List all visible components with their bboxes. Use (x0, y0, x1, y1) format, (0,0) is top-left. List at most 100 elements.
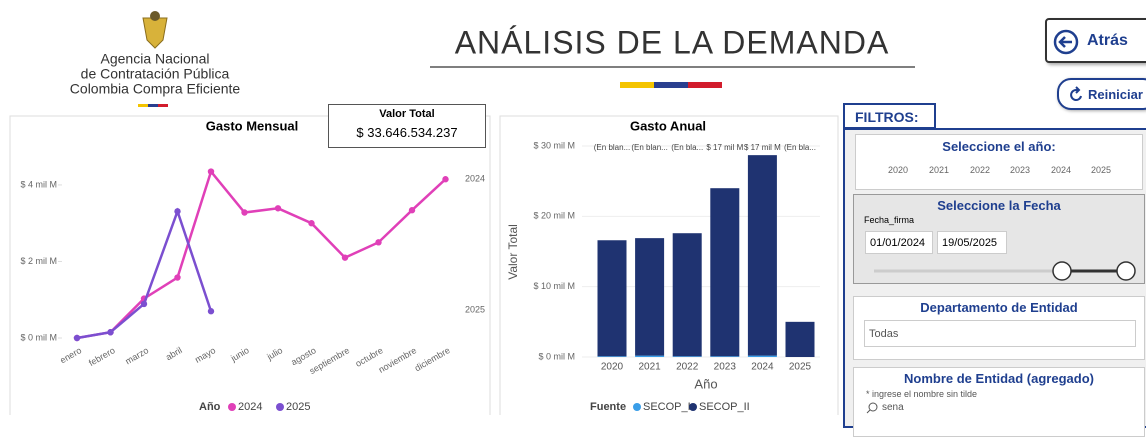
reset-button[interactable]: Reiniciar (1057, 78, 1146, 110)
x-tick-label: 2023 (714, 362, 737, 373)
search-icon (866, 402, 878, 414)
y-tick-label: $ 10 mil M (533, 281, 575, 291)
logo-line: Agencia Nacional (101, 51, 210, 67)
year-option[interactable]: 2022 (969, 165, 991, 175)
x-axis-label: Año (694, 376, 717, 391)
dropdown[interactable]: Todas (864, 320, 1136, 347)
logo-line: Colombia Compra Eficiente (70, 81, 241, 97)
point (140, 300, 148, 308)
bar-annotation: $ 17 mil M (706, 143, 743, 152)
point (442, 176, 449, 183)
bar (747, 355, 777, 357)
series-line (76, 168, 447, 340)
page: Agencia Nacional de Contratación Pública… (9, 11, 1146, 437)
y-tick-label: $ 30 mil M (533, 140, 575, 150)
y-tick-label: $ 20 mil M (533, 211, 575, 221)
bar-annotation: $ 17 mil M (744, 143, 781, 152)
entity-slicer: Nombre de Entidad (agregado) * ingrese e… (853, 367, 1145, 437)
flag-stripe (688, 82, 722, 88)
bar (597, 240, 627, 357)
legend-swatch (689, 403, 697, 411)
point (308, 220, 315, 227)
kpi-value: $ 33.646.534.237 (356, 125, 458, 140)
point (408, 207, 416, 214)
panel (9, 115, 491, 415)
y-tick-label: $ 0 mil M (538, 351, 575, 361)
field-label: Fecha_firma (864, 215, 915, 225)
point (341, 254, 349, 261)
search-text[interactable]: sena (882, 402, 904, 413)
bar-annotation: (En bla... (671, 143, 703, 152)
point (274, 205, 282, 212)
x-tick-label: 2021 (638, 362, 661, 373)
date-end[interactable]: 19/05/2025 (937, 231, 1007, 254)
date-slicer: Seleccione la Fecha Fecha_firma 01/01/20… (853, 194, 1145, 284)
dept-slicer: Departamento de Entidad Todas (853, 296, 1145, 360)
date-start[interactable]: 01/01/2024 (865, 231, 933, 254)
point (174, 274, 181, 281)
point (107, 329, 114, 336)
reset-icon (1070, 86, 1082, 101)
series-end-label: 2025 (465, 304, 485, 314)
bar-annotation: (En blan... (631, 143, 667, 152)
date-range[interactable] (854, 257, 1144, 281)
point (207, 308, 215, 315)
back-button[interactable]: Atrás (1045, 18, 1146, 63)
back-label: Atrás (1087, 32, 1128, 49)
point (174, 208, 181, 215)
x-tick-label: 2024 (751, 362, 774, 373)
bar (597, 356, 627, 357)
bar (635, 355, 665, 357)
y-axis-label: Valor Total (506, 224, 520, 280)
canvas: Agencia Nacional de Contratación Pública… (9, 11, 915, 415)
bar (635, 238, 665, 356)
y-tick-label: $ 2 mil M (20, 256, 57, 266)
year-option[interactable]: 2023 (1009, 165, 1031, 175)
back-icon (1053, 29, 1079, 55)
x-tick-label: 2025 (789, 362, 812, 373)
panel (499, 115, 839, 415)
series-end-label: 2024 (465, 173, 485, 183)
bar (672, 356, 702, 357)
year-option[interactable]: 2021 (928, 165, 950, 175)
legend-swatch (276, 403, 284, 411)
x-tick-label: 2020 (601, 362, 624, 373)
year-option[interactable]: 2024 (1050, 165, 1072, 175)
bar (710, 356, 740, 357)
bar (785, 321, 815, 357)
year-option[interactable]: 2025 (1090, 165, 1112, 175)
kpi-card: Valor Total $ 33.646.534.237 (328, 104, 486, 148)
year-slicer: Seleccione el año: 2020 2021 2022 2023 2… (855, 134, 1143, 190)
filters-title: FILTROS: (855, 109, 919, 125)
logo-line: de Contratación Pública (81, 66, 230, 82)
chart-title: Gasto Anual (630, 118, 706, 133)
bar-annotation: (En bla... (784, 143, 816, 152)
legend-swatch (228, 403, 236, 411)
bar (710, 188, 740, 357)
legend-label: 2025 (286, 401, 310, 413)
filters-panel: Seleccione el año: 2020 2021 2022 2023 2… (843, 128, 1146, 437)
point (73, 334, 81, 342)
point (241, 209, 248, 216)
legend-label: SECOP_II (699, 401, 750, 413)
slicer-title: Seleccione el año: (942, 139, 1056, 154)
chart-title: Gasto Mensual (206, 118, 298, 133)
point (207, 168, 215, 175)
legend-label: 2024 (238, 401, 262, 413)
bar (672, 233, 702, 357)
hint: * ingrese el nombre sin tilde (866, 389, 978, 399)
reset-label: Reiniciar (1088, 87, 1143, 102)
flag-stripe (620, 82, 654, 88)
logo (138, 11, 168, 107)
legend-swatch (633, 403, 641, 411)
legend-title: Fuente (590, 401, 626, 413)
y-tick-label: $ 4 mil M (20, 179, 57, 189)
point (375, 239, 382, 246)
legend-label: SECOP_I (643, 401, 691, 413)
bar (747, 155, 777, 356)
legend-title: Año (199, 401, 221, 413)
page-title: ANÁLISIS DE LA DEMANDA (455, 24, 890, 60)
year-option[interactable]: 2020 (887, 165, 909, 175)
bar-annotation: (En blan... (594, 143, 630, 152)
y-tick-label: $ 0 mil M (20, 332, 57, 342)
